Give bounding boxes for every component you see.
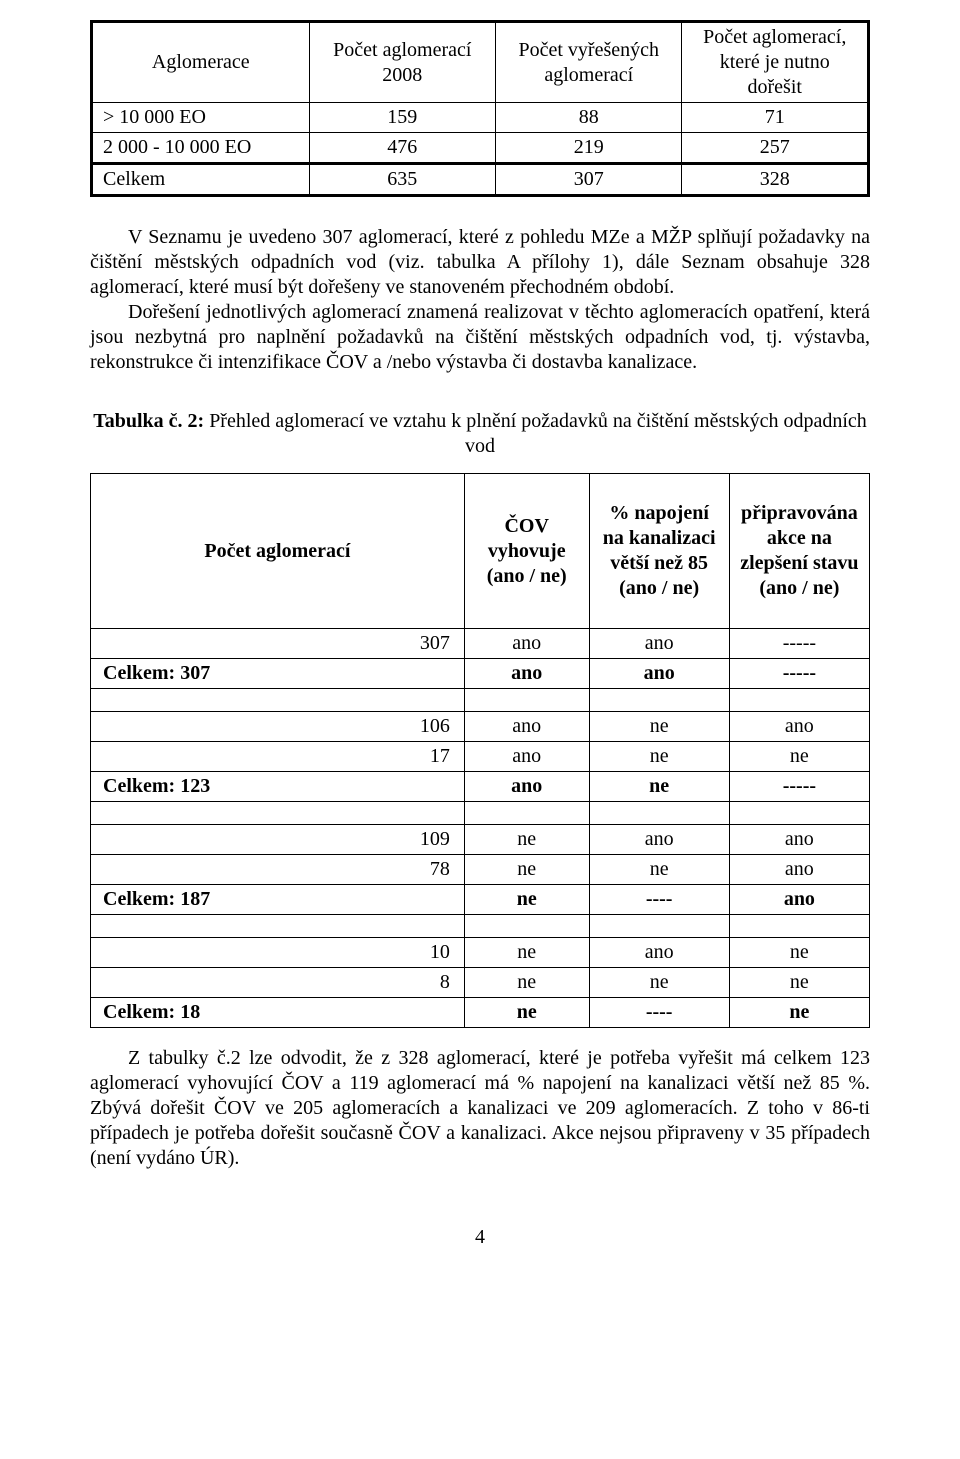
table-row: 307 ano ano ----- [91,629,870,659]
t2-g3-r0-d: ano [729,825,869,855]
table-row: 2 000 - 10 000 EO 476 219 257 [92,133,869,164]
t2-g4-r0-c: ano [589,938,729,968]
t1-total-b: 307 [496,164,682,196]
t2-g3-r1-d: ano [729,855,869,885]
t1-r0-a: 159 [309,103,495,133]
t2-g1-r0-a: 307 [91,629,465,659]
t2-g3-total-a: Celkem: 187 [91,885,465,915]
t2-g2-r1-c: ne [589,742,729,772]
table-aglomerace-summary: Aglomerace Počet aglomerací 2008 Počet v… [90,20,870,197]
t2-g3-r0-b: ne [464,825,589,855]
t2-hdr-akce: připravována akce na zlepšení stavu (ano… [729,474,869,629]
t2-g2-r1-d: ne [729,742,869,772]
t2-g3-r1-c: ne [589,855,729,885]
t2-hdr-cov: ČOV vyhovuje (ano / ne) [464,474,589,629]
t2-g2-r0-d: ano [729,712,869,742]
t2-g3-total-c: ---- [589,885,729,915]
t2-g3-total-b: ne [464,885,589,915]
table-row: > 10 000 EO 159 88 71 [92,103,869,133]
t2-g2-total-b: ano [464,772,589,802]
t2-g3-r1-a: 78 [91,855,465,885]
table-row-subtotal: Celkem: 307 ano ano ----- [91,659,870,689]
table-row-total: Celkem 635 307 328 [92,164,869,196]
paragraph-3: Z tabulky č.2 lze odvodit, že z 328 aglo… [90,1046,870,1171]
t1-total-c: 328 [682,164,869,196]
table-row: 8 ne ne ne [91,968,870,998]
table-row-subtotal: Celkem: 187 ne ---- ano [91,885,870,915]
table-row: 78 ne ne ano [91,855,870,885]
t1-r0-c: 71 [682,103,869,133]
t2-g3-r0-c: ano [589,825,729,855]
t1-r1-label: 2 000 - 10 000 EO [92,133,310,164]
t1-total-label: Celkem [92,164,310,196]
paragraph-2: Dořešení jednotlivých aglomerací znamená… [90,300,870,375]
t2-g4-r0-b: ne [464,938,589,968]
t2-g4-r1-a: 8 [91,968,465,998]
page-number: 4 [90,1225,870,1250]
t2-g4-r1-c: ne [589,968,729,998]
t2-hdr-pocet: Počet aglomerací [91,474,465,629]
table2-caption-bold: Tabulka č. 2: [93,410,204,432]
t1-r1-a: 476 [309,133,495,164]
t1-r0-label: > 10 000 EO [92,103,310,133]
t2-g3-r0-a: 109 [91,825,465,855]
table-row-subtotal: Celkem: 18 ne ---- ne [91,998,870,1028]
t2-g1-total-b: ano [464,659,589,689]
table-aglomerace-detail: Počet aglomerací ČOV vyhovuje (ano / ne)… [90,473,870,1028]
t2-g4-r0-d: ne [729,938,869,968]
t2-g1-r0-b: ano [464,629,589,659]
t2-g4-total-b: ne [464,998,589,1028]
t2-g4-r0-a: 10 [91,938,465,968]
t2-g4-total-d: ne [729,998,869,1028]
t2-g4-total-a: Celkem: 18 [91,998,465,1028]
table-spacer [91,802,870,825]
t1-r1-b: 219 [496,133,682,164]
table-row: 106 ano ne ano [91,712,870,742]
paragraph-1: V Seznamu je uvedeno 307 aglomerací, kte… [90,225,870,300]
t1-r0-b: 88 [496,103,682,133]
t2-g2-r0-b: ano [464,712,589,742]
t2-g3-r1-b: ne [464,855,589,885]
t2-g2-total-d: ----- [729,772,869,802]
table-row: 10 ne ano ne [91,938,870,968]
table-row: 17 ano ne ne [91,742,870,772]
table-row: 109 ne ano ano [91,825,870,855]
t1-hdr-doresit: Počet aglomerací, které je nutno dořešit [682,22,869,103]
t2-g1-r0-c: ano [589,629,729,659]
table-spacer [91,689,870,712]
t2-g2-r1-b: ano [464,742,589,772]
t2-g2-r0-c: ne [589,712,729,742]
t2-g3-total-d: ano [729,885,869,915]
t1-r1-c: 257 [682,133,869,164]
t1-hdr-aglomerace: Aglomerace [92,22,310,103]
table2-caption: Tabulka č. 2: Přehled aglomerací ve vzta… [90,409,870,459]
table-row-subtotal: Celkem: 123 ano ne ----- [91,772,870,802]
t2-g1-total-d: ----- [729,659,869,689]
t2-g1-total-c: ano [589,659,729,689]
t2-hdr-napojeni: % napojení na kanalizaci větší než 85 (a… [589,474,729,629]
t2-g4-total-c: ---- [589,998,729,1028]
t2-g4-r1-b: ne [464,968,589,998]
t2-g1-r0-d: ----- [729,629,869,659]
t2-g2-r0-a: 106 [91,712,465,742]
table-spacer [91,915,870,938]
table2-caption-rest: Přehled aglomerací ve vztahu k plnění po… [204,410,867,457]
t2-g1-total-a: Celkem: 307 [91,659,465,689]
t2-g2-total-a: Celkem: 123 [91,772,465,802]
t1-total-a: 635 [309,164,495,196]
t2-g4-r1-d: ne [729,968,869,998]
t2-g2-total-c: ne [589,772,729,802]
t2-g2-r1-a: 17 [91,742,465,772]
t1-hdr-pocet2008: Počet aglomerací 2008 [309,22,495,103]
t1-hdr-vyresene: Počet vyřešených aglomerací [496,22,682,103]
